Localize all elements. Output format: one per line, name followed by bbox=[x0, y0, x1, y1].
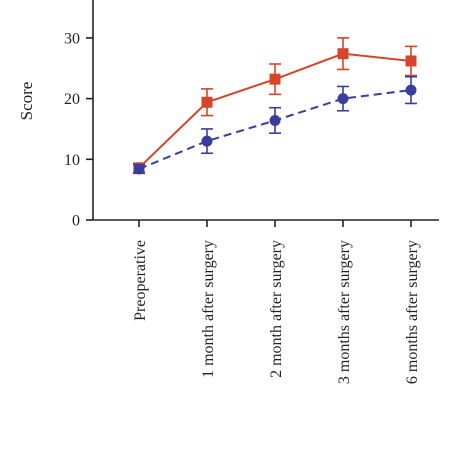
x-category-label: 1 month after surgery bbox=[200, 240, 217, 378]
series-2-point bbox=[405, 84, 417, 96]
series-2-point bbox=[269, 114, 281, 126]
series-2-point bbox=[201, 135, 213, 147]
x-category-label: 6 months after surgery bbox=[404, 240, 421, 384]
series-2-point bbox=[337, 93, 349, 105]
series-2-point bbox=[133, 163, 145, 175]
y-tick-label: 10 bbox=[64, 152, 80, 169]
series-1-point bbox=[405, 55, 417, 67]
x-category-label: 3 months after surgery bbox=[336, 240, 353, 384]
x-category-label: 2 month after surgery bbox=[268, 240, 285, 378]
y-tick-label: 30 bbox=[64, 30, 80, 47]
series-1-point bbox=[201, 96, 213, 108]
series-1-point bbox=[269, 73, 281, 85]
y-axis-label: Score bbox=[17, 82, 36, 121]
x-category-label: Preoperative bbox=[132, 240, 149, 321]
y-tick-label: 20 bbox=[64, 91, 80, 108]
series-1-point bbox=[337, 48, 349, 60]
y-tick-label: 0 bbox=[72, 213, 80, 230]
plot-area: 0 10 20 30 Preoperative 1 month after surgery… bbox=[64, 0, 439, 384]
